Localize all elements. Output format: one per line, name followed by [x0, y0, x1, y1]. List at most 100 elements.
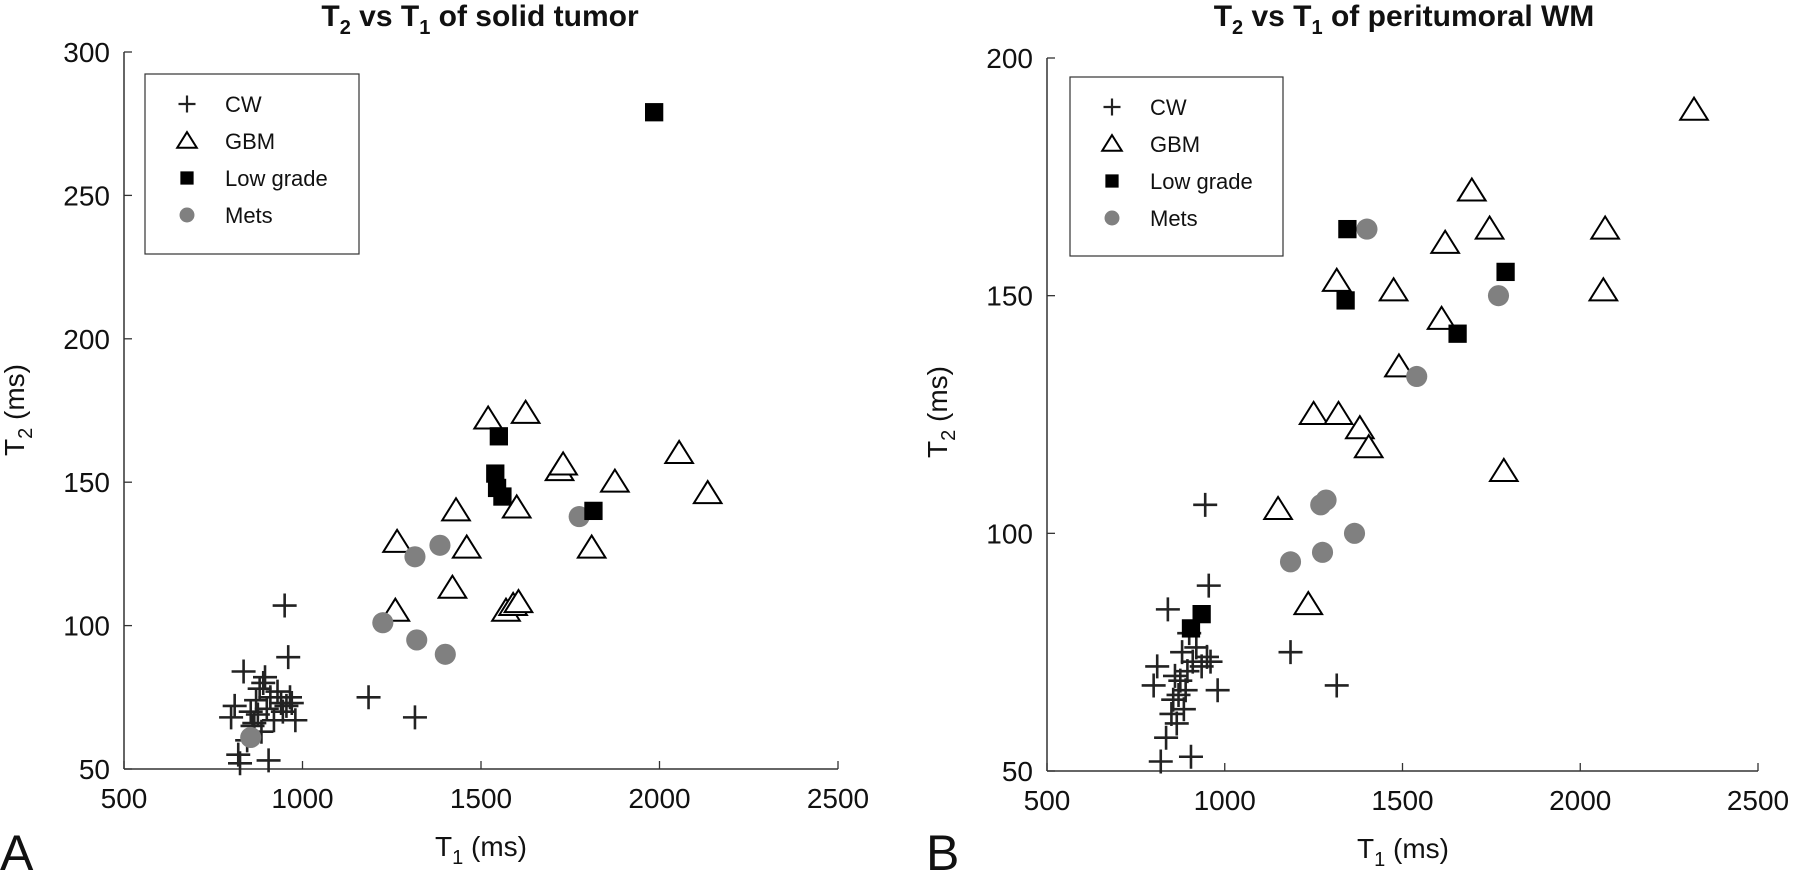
data-point-cw	[279, 691, 304, 716]
data-point-gbm	[663, 439, 695, 464]
x-tick-label: 500	[101, 783, 148, 814]
data-point-cw	[1178, 744, 1203, 769]
data-point-cw	[283, 708, 308, 733]
data-point-cw	[402, 705, 427, 730]
data-point-gbm	[436, 573, 469, 599]
legend-label: Low grade	[225, 166, 328, 191]
legend-label: CW	[1150, 95, 1187, 120]
legend-marker-cw	[178, 95, 196, 113]
data-point-cw	[222, 693, 247, 718]
legend-label: GBM	[1150, 132, 1200, 157]
x-tick-label: 1500	[450, 783, 512, 814]
data-point-cw	[1205, 678, 1230, 703]
data-point-gbm	[1473, 214, 1506, 240]
panel-b-title: T2 vs T1 of peritumoral WM	[1214, 0, 1595, 39]
y-tick-label: 150	[63, 467, 110, 498]
data-point-gbm	[510, 398, 542, 424]
data-point-gbm	[381, 527, 413, 553]
data-point-cw	[265, 679, 290, 704]
data-point-gbm	[692, 479, 724, 505]
data-point-cw	[1141, 673, 1166, 698]
data-point-cw	[231, 659, 256, 684]
data-point-cw	[356, 685, 381, 710]
data-point-low-grade	[1336, 291, 1355, 310]
data-point-gbm	[1262, 495, 1294, 521]
panel-a-x-axis-label: T1 (ms)	[435, 831, 527, 869]
x-tick-label: 2000	[1549, 785, 1611, 816]
data-point-gbm	[1378, 276, 1410, 302]
data-point-cw	[1196, 573, 1221, 598]
data-point-cw	[219, 705, 244, 730]
data-point-cw	[278, 685, 303, 710]
data-point-cw	[1154, 725, 1179, 750]
data-point-cw	[251, 670, 276, 695]
x-tick-label: 1000	[1194, 785, 1256, 816]
data-point-cw	[1161, 687, 1186, 712]
panel-a-legend: CW GBM Low grade Mets	[144, 73, 360, 255]
y-tick-label: 100	[63, 611, 110, 642]
data-point-cw	[1324, 673, 1349, 698]
data-point-cw	[1278, 640, 1303, 665]
data-point-low-grade	[1338, 219, 1357, 239]
data-point-mets	[1311, 541, 1334, 563]
panel-a-letter: A	[0, 825, 34, 878]
y-tick-label: 50	[79, 754, 110, 785]
data-point-low-grade	[1448, 324, 1467, 343]
legend-marker-gbm	[175, 130, 199, 149]
x-tick-label: 2500	[807, 783, 869, 814]
data-point-low-grade	[645, 103, 664, 122]
data-point-gbm	[1298, 400, 1330, 425]
data-point-mets	[406, 629, 428, 651]
y-tick-label: 150	[986, 281, 1033, 312]
data-point-cw	[1173, 678, 1198, 703]
data-point-mets	[1406, 365, 1428, 388]
legend-label: CW	[225, 92, 262, 117]
data-point-cw	[1193, 492, 1218, 517]
data-point-cw	[228, 751, 253, 776]
x-tick-label: 1000	[271, 783, 333, 814]
data-point-gbm	[1344, 414, 1376, 440]
data-point-gbm	[599, 467, 631, 493]
x-tick-label: 500	[1024, 785, 1071, 816]
data-point-mets	[429, 534, 451, 556]
legend-label: Mets	[1150, 206, 1198, 231]
data-point-mets	[434, 643, 456, 665]
data-point-cw	[1175, 659, 1200, 684]
legend-marker-low-grade	[180, 171, 194, 185]
legend-marker-mets	[179, 207, 195, 223]
data-point-cw	[1164, 711, 1189, 736]
x-tick-label: 2500	[1727, 785, 1789, 816]
data-point-gbm	[472, 404, 504, 430]
data-point-gbm	[1678, 95, 1710, 121]
data-point-cw	[1170, 640, 1195, 665]
panel-a-ticks: 500 1000 1500 2000 2500 50 100 150 200 250 300	[63, 37, 869, 814]
data-point-mets	[1356, 218, 1378, 240]
data-point-gbm	[1321, 266, 1353, 292]
panel-b-x-axis-label: T1 (ms)	[1357, 833, 1449, 871]
panel-b-y-axis-label: T2 (ms)	[922, 366, 960, 458]
data-point-gbm	[1589, 214, 1621, 240]
data-point-gbm	[1488, 457, 1520, 482]
data-point-mets	[1315, 489, 1337, 511]
data-point-cw	[276, 645, 301, 670]
data-point-gbm	[1425, 304, 1458, 330]
data-point-gbm	[1353, 433, 1385, 459]
data-point-cw	[1162, 663, 1187, 688]
data-point-mets	[372, 612, 394, 634]
data-point-gbm	[501, 493, 533, 519]
data-point-gbm	[1383, 352, 1415, 378]
panel-b-ticks: 500 1000 1500 2000 2500 50 100 150 200	[986, 43, 1789, 816]
data-point-low-grade	[1192, 605, 1211, 624]
data-point-gbm	[1429, 228, 1461, 254]
data-point-low-grade	[1181, 619, 1201, 638]
panel-a-legend-entries: CW GBM Low grade Mets	[175, 92, 328, 228]
data-point-cw	[1159, 701, 1184, 726]
legend-marker-gbm	[1100, 133, 1124, 152]
data-point-gbm	[1587, 276, 1619, 302]
data-point-low-grade	[493, 487, 512, 506]
data-point-cw	[272, 593, 297, 618]
data-point-cw	[1184, 635, 1209, 660]
panel-b-legend: CW GBM Low grade Mets	[1069, 76, 1284, 257]
data-point-gbm	[576, 533, 608, 559]
